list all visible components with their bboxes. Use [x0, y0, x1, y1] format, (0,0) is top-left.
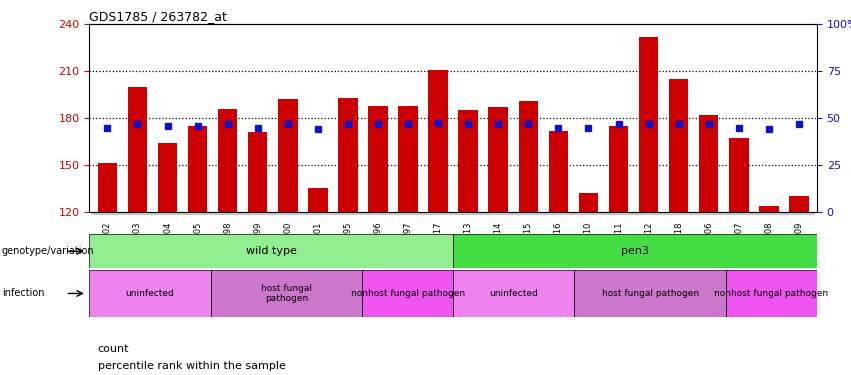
Bar	[308, 188, 328, 212]
Bar	[363, 212, 393, 214]
Bar	[278, 99, 298, 212]
Bar	[303, 212, 333, 214]
Bar	[423, 212, 453, 214]
Bar	[338, 98, 357, 212]
Bar	[694, 212, 723, 214]
Bar	[608, 126, 628, 212]
Bar	[89, 234, 453, 268]
Text: wild type: wild type	[246, 246, 297, 256]
Bar	[368, 106, 388, 212]
Bar	[549, 130, 568, 212]
Bar	[248, 132, 267, 212]
Bar	[183, 212, 213, 214]
Bar	[729, 138, 749, 212]
Bar	[784, 212, 814, 214]
Text: genotype/variation: genotype/variation	[2, 246, 94, 256]
Bar	[574, 270, 726, 317]
Bar	[459, 110, 478, 212]
Text: host fungal pathogen: host fungal pathogen	[602, 289, 699, 298]
Bar	[669, 79, 688, 212]
Bar	[218, 109, 237, 212]
Bar	[93, 212, 123, 214]
Bar	[123, 212, 152, 214]
Text: GDS1785 / 263782_at: GDS1785 / 263782_at	[89, 10, 227, 23]
Bar	[428, 70, 448, 212]
Bar	[453, 270, 574, 317]
Bar	[89, 270, 210, 317]
Bar	[393, 212, 423, 214]
Bar	[754, 212, 784, 214]
Bar	[513, 212, 543, 214]
Bar	[152, 212, 183, 214]
Bar	[759, 206, 779, 212]
Bar	[188, 126, 208, 212]
Bar	[273, 212, 303, 214]
Bar	[333, 212, 363, 214]
Bar	[243, 212, 273, 214]
Text: host fungal
pathogen: host fungal pathogen	[261, 284, 312, 303]
Bar	[574, 212, 603, 214]
Text: uninfected: uninfected	[489, 289, 538, 298]
Bar	[98, 164, 117, 212]
Bar	[483, 212, 513, 214]
Bar	[579, 193, 598, 212]
Text: count: count	[98, 344, 129, 354]
Bar	[664, 212, 694, 214]
Bar	[723, 212, 754, 214]
Bar	[213, 212, 243, 214]
Bar	[603, 212, 633, 214]
Bar	[363, 270, 453, 317]
Text: nonhost fungal pathogen: nonhost fungal pathogen	[351, 289, 465, 298]
Bar	[639, 37, 659, 212]
Text: nonhost fungal pathogen: nonhost fungal pathogen	[715, 289, 829, 298]
Bar	[633, 212, 664, 214]
Bar	[453, 212, 483, 214]
Bar	[488, 107, 508, 212]
Bar	[789, 196, 808, 212]
Bar	[543, 212, 574, 214]
Bar	[157, 143, 177, 212]
Bar	[518, 101, 538, 212]
Bar	[453, 234, 817, 268]
Bar	[128, 87, 147, 212]
Bar	[699, 115, 718, 212]
Text: infection: infection	[2, 288, 44, 298]
Bar	[398, 106, 418, 212]
Bar	[210, 270, 363, 317]
Text: pen3: pen3	[621, 246, 649, 256]
Bar	[726, 270, 817, 317]
Text: percentile rank within the sample: percentile rank within the sample	[98, 361, 286, 370]
Text: uninfected: uninfected	[126, 289, 174, 298]
